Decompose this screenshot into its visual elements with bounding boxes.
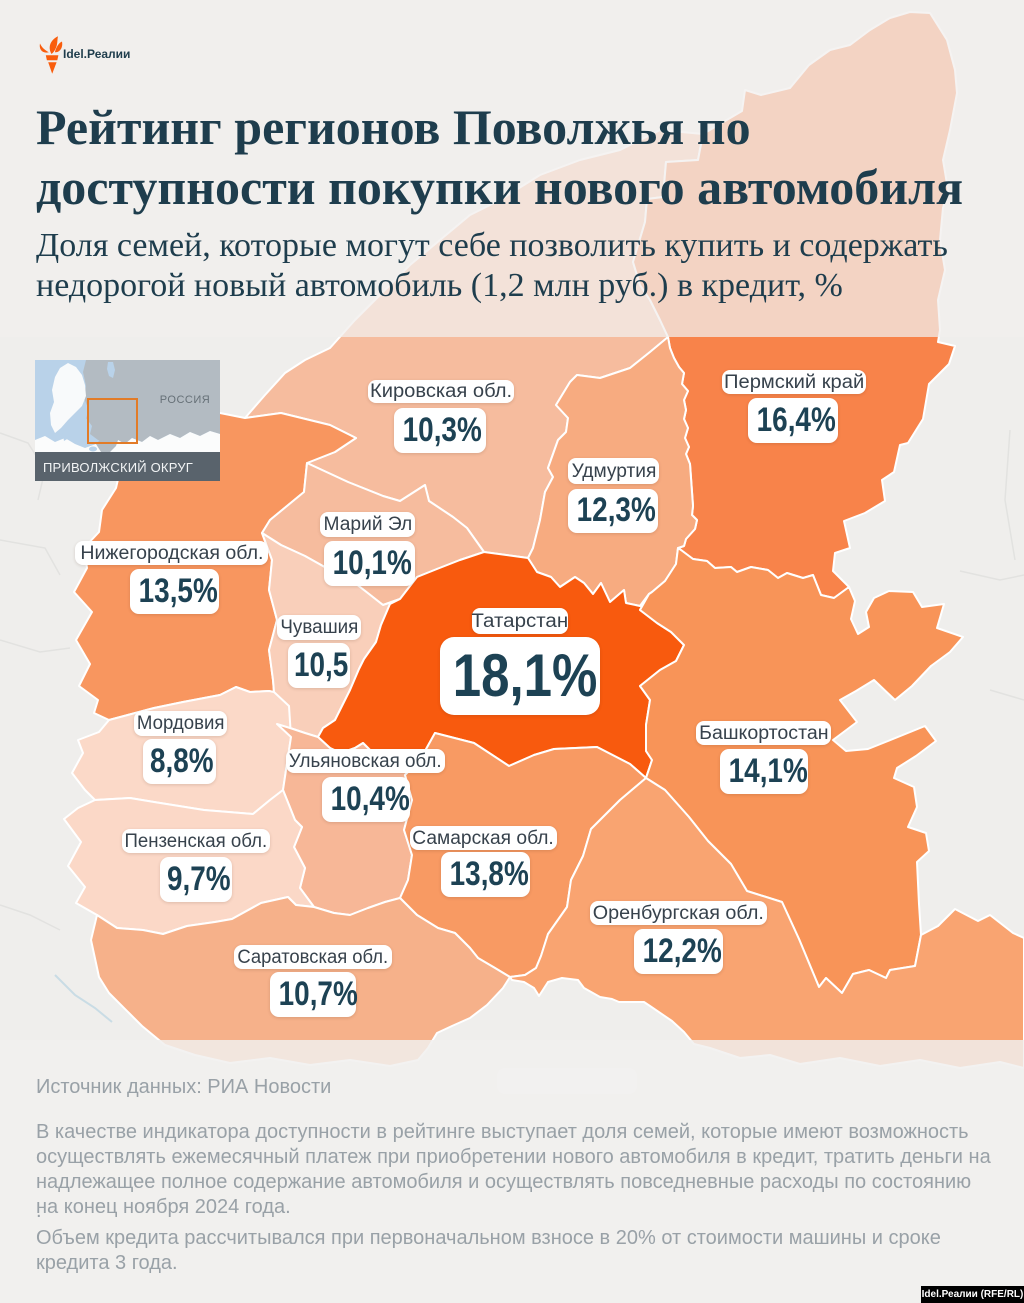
svg-text:РОССИЯ: РОССИЯ [160,394,210,406]
svg-text:ПРИВОЛЖСКИЙ ОКРУГ: ПРИВОЛЖСКИЙ ОКРУГ [43,460,193,475]
